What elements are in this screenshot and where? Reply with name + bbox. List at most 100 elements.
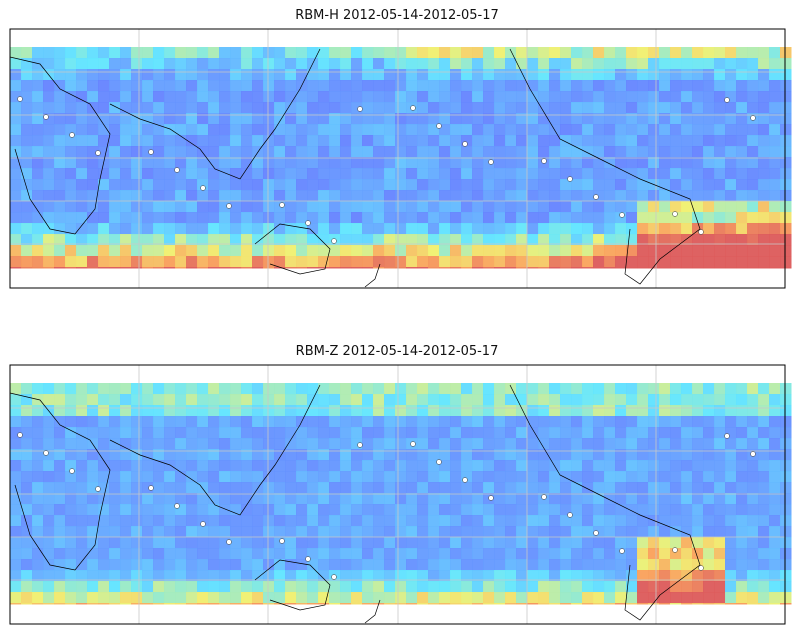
data-cell [362,548,374,560]
data-cell [406,515,418,527]
data-cell [76,135,88,147]
data-cell [175,570,187,582]
data-cell [120,201,132,213]
data-cell [516,201,528,213]
data-cell [549,427,561,439]
data-cell [285,482,297,494]
data-cell [318,570,330,582]
data-cell [725,146,737,158]
data-cell [516,493,528,505]
data-cell [142,256,154,268]
data-cell [219,394,231,406]
data-cell [43,416,55,428]
data-cell [538,559,550,571]
data-cell [32,592,44,604]
data-cell [593,449,605,461]
station-marker [43,450,49,456]
data-cell [769,80,781,92]
data-cell [571,146,583,158]
data-cell [538,449,550,461]
data-cell [164,190,176,202]
data-cell [406,80,418,92]
data-cell [439,394,451,406]
data-cell [692,102,704,114]
data-cell [604,113,616,125]
data-cell [571,58,583,70]
data-cell [780,47,792,59]
data-cell [230,212,242,224]
data-cell [208,102,220,114]
map-panel-rbm-h [9,28,792,289]
data-cell [98,504,110,516]
data-cell [670,223,682,235]
data-cell [142,212,154,224]
data-cell [175,482,187,494]
data-cell [230,548,242,560]
data-cell [340,438,352,450]
data-cell [747,416,759,428]
data-cell [714,603,726,605]
data-cell [318,526,330,538]
data-cell [494,234,506,246]
data-cell [197,234,209,246]
data-cell [703,416,715,428]
data-cell [142,581,154,593]
data-cell [417,102,429,114]
data-cell [681,526,693,538]
data-cell [340,135,352,147]
data-cell [450,438,462,450]
data-cell [417,80,429,92]
data-cell [681,592,693,604]
data-cell [362,515,374,527]
data-cell [131,179,143,191]
data-cell [153,416,165,428]
data-cell [76,245,88,257]
data-cell [252,190,264,202]
data-cell [120,190,132,202]
data-cell [659,559,671,571]
data-cell [780,449,792,461]
data-cell [252,548,264,560]
data-cell [483,135,495,147]
data-cell [153,124,165,136]
data-cell [439,493,451,505]
data-cell [43,201,55,213]
station-marker [750,115,756,121]
data-cell [241,223,253,235]
data-cell [494,256,506,268]
data-cell [241,548,253,560]
data-cell [516,526,528,538]
data-cell [428,179,440,191]
data-cell [406,245,418,257]
data-cell [230,438,242,450]
data-cell [527,559,539,571]
data-cell [274,592,286,604]
data-cell [252,157,264,169]
data-cell [340,471,352,483]
data-cell [76,570,88,582]
data-cell [670,460,682,472]
data-cell [98,559,110,571]
data-cell [516,537,528,549]
data-cell [483,405,495,417]
data-cell [604,146,616,158]
data-cell [329,537,341,549]
data-cell [142,157,154,169]
data-cell [274,515,286,527]
data-cell [230,135,242,147]
data-cell [175,537,187,549]
data-cell [296,482,308,494]
data-cell [670,570,682,582]
data-cell [648,482,660,494]
data-cell [362,80,374,92]
data-cell [648,69,660,81]
data-cell [175,383,187,395]
data-cell [175,179,187,191]
data-cell [593,559,605,571]
data-cell [373,394,385,406]
data-cell [593,570,605,582]
data-cell [450,146,462,158]
data-cell [307,581,319,593]
data-cell [417,91,429,103]
data-cell [307,548,319,560]
